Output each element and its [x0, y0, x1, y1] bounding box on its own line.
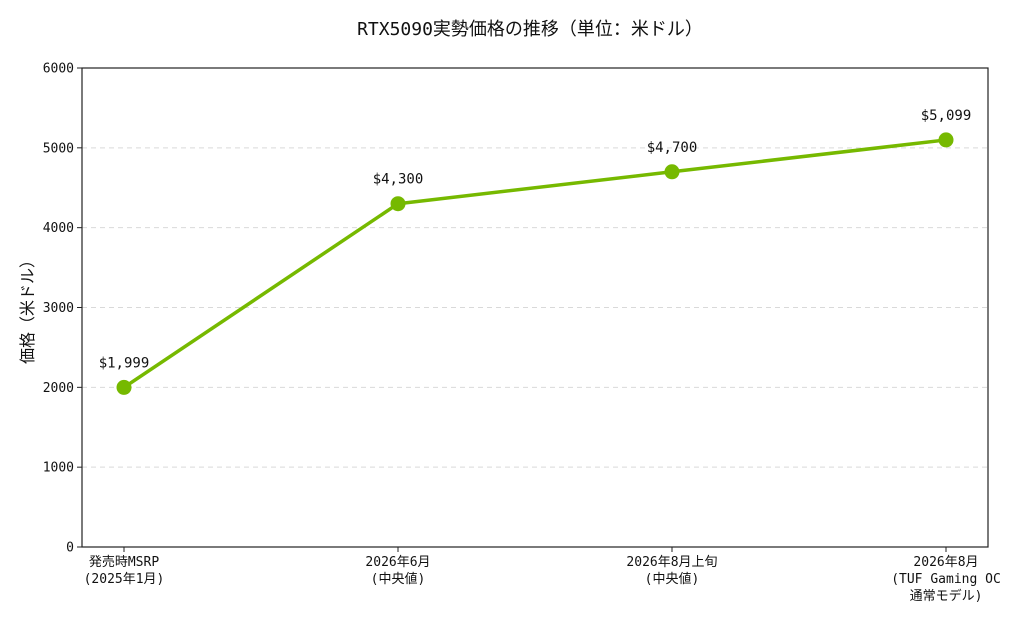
x-tick-label-line: (2025年1月): [84, 572, 165, 587]
data-point: [116, 379, 132, 395]
data-point: [664, 164, 680, 180]
y-tick-label: 4000: [43, 221, 74, 236]
x-axis-ticks: 発売時MSRP (2025年1月)2026年6月(中央値)2026年8月上旬(中央…: [84, 547, 1001, 604]
x-tick-label-line: (中央値): [371, 571, 426, 587]
x-tick-label: 2026年8月 (TUF Gaming OC 通常モデル): [891, 555, 1001, 604]
chart-title: RTX5090実勢価格の推移（単位：米ドル）: [357, 19, 703, 40]
series-line: [123, 138, 947, 389]
data-point: [938, 132, 954, 148]
x-tick-label: 発売時MSRP (2025年1月): [84, 554, 165, 587]
data-point: [390, 196, 406, 212]
x-tick-label-line: 2026年8月: [913, 555, 978, 570]
y-tick-label: 1000: [43, 461, 74, 476]
x-tick-label-line: 発売時MSRP: [89, 554, 159, 570]
x-tick-label-line: 2026年8月上旬: [626, 555, 717, 570]
plot-frame: [81, 67, 989, 548]
x-tick-label-line: (中央値): [645, 571, 700, 587]
data-label: $5,099: [921, 108, 972, 124]
x-tick-label-line: 2026年6月: [365, 555, 430, 570]
x-tick-label: 2026年6月(中央値): [365, 555, 430, 587]
grid-lines: [82, 147, 988, 468]
data-label: $1,999: [99, 355, 150, 371]
y-axis-label: 価格（米ドル）: [18, 252, 37, 364]
x-tick-label-line: (TUF Gaming OC: [891, 572, 1001, 587]
x-tick-label: 2026年8月上旬(中央値): [626, 555, 717, 587]
y-tick-label: 5000: [43, 141, 74, 156]
data-label: $4,300: [373, 172, 424, 188]
y-tick-label: 2000: [43, 381, 74, 396]
x-tick-label-line: 通常モデル): [910, 588, 983, 604]
y-tick-label: 0: [66, 541, 74, 556]
y-axis-ticks: 0 1000 2000 3000 4000 5000 6000: [43, 62, 82, 556]
data-label: $4,700: [647, 140, 698, 156]
series-group: $1,999 $4,300 $4,700 $5,099: [99, 108, 972, 395]
y-tick-label: 6000: [43, 62, 74, 77]
y-tick-label: 3000: [43, 301, 74, 316]
